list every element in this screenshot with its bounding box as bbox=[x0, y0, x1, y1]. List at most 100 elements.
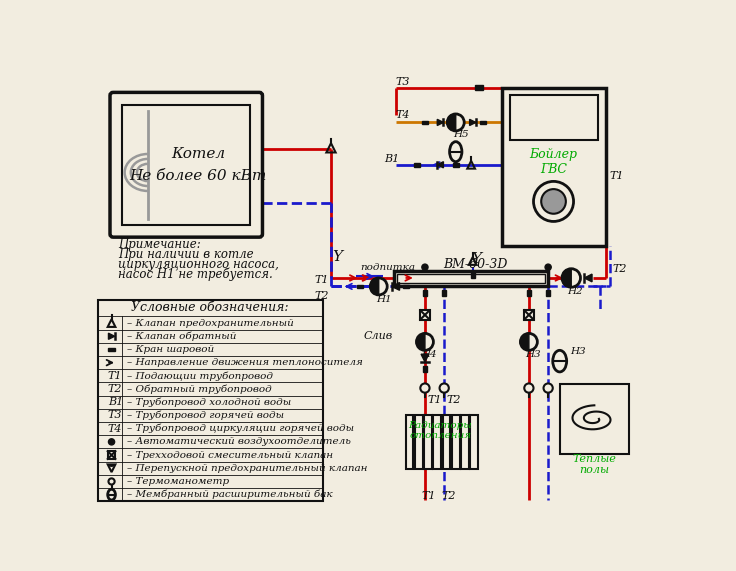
Bar bbox=[122, 104, 250, 225]
Bar bbox=[470, 415, 478, 469]
Polygon shape bbox=[584, 274, 592, 282]
Text: T1: T1 bbox=[107, 371, 122, 381]
Polygon shape bbox=[422, 120, 428, 124]
Text: – Обратный трубопровод: – Обратный трубопровод bbox=[127, 384, 272, 394]
Circle shape bbox=[534, 182, 573, 222]
Text: T3: T3 bbox=[396, 77, 410, 87]
Text: H3: H3 bbox=[570, 347, 585, 356]
Bar bbox=[509, 95, 598, 140]
Text: циркуляционного насоса,: циркуляционного насоса, bbox=[118, 258, 280, 271]
Polygon shape bbox=[108, 333, 115, 339]
Text: B1: B1 bbox=[107, 397, 123, 407]
FancyBboxPatch shape bbox=[110, 93, 263, 237]
Text: Y: Y bbox=[333, 250, 343, 264]
Text: – Направление движения теплоносителя: – Направление движения теплоносителя bbox=[127, 358, 363, 367]
Text: Теплые
полы: Теплые полы bbox=[573, 453, 616, 475]
Polygon shape bbox=[453, 163, 459, 167]
Text: подпитка: подпитка bbox=[360, 263, 415, 272]
Text: T1: T1 bbox=[428, 395, 442, 405]
Text: – Трубопровод холодной воды: – Трубопровод холодной воды bbox=[127, 397, 291, 407]
Polygon shape bbox=[480, 120, 486, 124]
Text: Слив: Слив bbox=[364, 332, 392, 341]
Circle shape bbox=[545, 264, 551, 270]
Ellipse shape bbox=[450, 142, 462, 162]
Wedge shape bbox=[370, 278, 379, 295]
Text: – Автоматический воздухоотделитель: – Автоматический воздухоотделитель bbox=[127, 437, 351, 447]
Text: – Перепускной предохранительный клапан: – Перепускной предохранительный клапан bbox=[127, 464, 367, 473]
Text: При наличии в котле: При наличии в котле bbox=[118, 248, 254, 260]
Text: Радиаторы
отопления: Радиаторы отопления bbox=[408, 421, 473, 440]
Bar bbox=[98, 300, 322, 501]
Polygon shape bbox=[546, 289, 550, 296]
Bar bbox=[461, 415, 469, 469]
Polygon shape bbox=[414, 163, 420, 167]
Text: – Мембранный расширительный бак: – Мембранный расширительный бак bbox=[127, 490, 333, 500]
Polygon shape bbox=[423, 289, 427, 296]
Text: Примечание:: Примечание: bbox=[118, 238, 201, 251]
Circle shape bbox=[543, 384, 553, 393]
Text: T2: T2 bbox=[447, 395, 461, 405]
Text: ВМ-60-3D: ВМ-60-3D bbox=[443, 258, 507, 271]
Bar bbox=[394, 271, 548, 287]
Bar bbox=[415, 415, 422, 469]
Text: Y: Y bbox=[471, 252, 481, 267]
Text: H4: H4 bbox=[421, 351, 436, 360]
Polygon shape bbox=[357, 284, 364, 288]
Circle shape bbox=[422, 264, 428, 270]
Text: – Трубопровод горячей воды: – Трубопровод горячей воды bbox=[127, 411, 284, 420]
Text: Бойлер
ГВС: Бойлер ГВС bbox=[529, 148, 578, 176]
Wedge shape bbox=[417, 333, 425, 351]
Bar bbox=[107, 451, 116, 459]
Circle shape bbox=[420, 384, 430, 393]
Circle shape bbox=[520, 333, 537, 351]
Bar bbox=[424, 415, 432, 469]
Circle shape bbox=[370, 278, 387, 295]
Text: H5: H5 bbox=[453, 130, 468, 139]
Polygon shape bbox=[423, 366, 427, 372]
Text: T1: T1 bbox=[422, 491, 436, 501]
Bar bbox=[524, 310, 534, 320]
Circle shape bbox=[439, 384, 449, 393]
Wedge shape bbox=[447, 114, 456, 131]
Circle shape bbox=[108, 439, 115, 445]
Bar bbox=[397, 274, 545, 283]
Text: H3: H3 bbox=[525, 351, 541, 360]
Polygon shape bbox=[527, 289, 531, 296]
Text: – Кран шаровой: – Кран шаровой bbox=[127, 345, 214, 354]
Text: B1: B1 bbox=[384, 154, 400, 164]
Bar bbox=[442, 415, 450, 469]
Ellipse shape bbox=[553, 351, 567, 372]
Polygon shape bbox=[470, 119, 475, 126]
Text: T2: T2 bbox=[441, 491, 456, 501]
Text: насос Н1 не требуется.: насос Н1 не требуется. bbox=[118, 267, 273, 281]
Circle shape bbox=[417, 333, 434, 351]
Wedge shape bbox=[520, 333, 529, 351]
Circle shape bbox=[541, 189, 566, 214]
Text: – Трехходовой смесительный клапан: – Трехходовой смесительный клапан bbox=[127, 451, 333, 460]
Wedge shape bbox=[562, 269, 571, 287]
Text: – Подающии трубопровод: – Подающии трубопровод bbox=[127, 371, 273, 381]
Bar bbox=[559, 384, 629, 453]
Circle shape bbox=[524, 384, 534, 393]
Text: – Термоманометр: – Термоманометр bbox=[127, 477, 229, 486]
Polygon shape bbox=[437, 162, 443, 168]
Text: T3: T3 bbox=[107, 411, 122, 420]
Text: T2: T2 bbox=[314, 291, 328, 301]
Bar bbox=[502, 88, 606, 246]
Bar bbox=[452, 415, 459, 469]
Text: Котел: Котел bbox=[171, 147, 225, 160]
Text: – Трубопровод циркуляции горячей воды: – Трубопровод циркуляции горячей воды bbox=[127, 424, 354, 433]
Circle shape bbox=[108, 478, 115, 485]
Polygon shape bbox=[475, 86, 483, 90]
Text: T1: T1 bbox=[609, 171, 623, 182]
Polygon shape bbox=[471, 272, 475, 278]
Polygon shape bbox=[108, 348, 115, 351]
Text: T4: T4 bbox=[396, 111, 410, 120]
Text: Не более 60 кВт: Не более 60 кВт bbox=[130, 169, 266, 183]
Text: – Клапан обратный: – Клапан обратный bbox=[127, 332, 236, 341]
Text: H1: H1 bbox=[375, 295, 392, 304]
Ellipse shape bbox=[107, 489, 116, 500]
Bar bbox=[434, 415, 441, 469]
Circle shape bbox=[447, 114, 464, 131]
Polygon shape bbox=[437, 119, 443, 126]
